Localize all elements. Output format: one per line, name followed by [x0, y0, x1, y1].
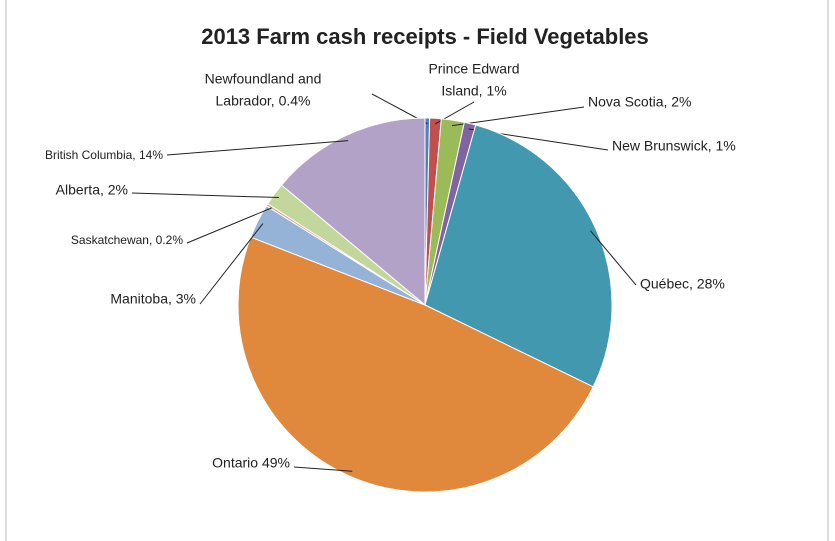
slice-label: Ontario 49%: [212, 455, 290, 471]
leader-line: [166, 140, 349, 156]
pie-slice: [280, 117, 426, 307]
slice-label: Island, 1%: [441, 83, 506, 99]
slice-label: Alberta, 2%: [56, 182, 128, 198]
slice-label: Manitoba, 3%: [110, 291, 196, 307]
leader-line: [131, 192, 279, 199]
pie-slice: [424, 124, 613, 388]
slice-label: Nova Scotia, 2%: [588, 94, 692, 110]
leader-line: [293, 466, 353, 472]
chart-title: 2013 Farm cash receipts - Field Vegetabl…: [201, 24, 649, 49]
slice-label: New Brunswick, 1%: [612, 138, 736, 154]
leader-line: [186, 207, 273, 244]
slice-label: Saskatchewan, 0.2%: [71, 233, 183, 247]
leader-line: [452, 106, 585, 127]
leader-line: [199, 223, 264, 305]
slice-label: Labrador, 0.4%: [216, 93, 311, 109]
slice-label: Newfoundland and: [205, 71, 322, 87]
slice-label: British Columbia, 14%: [45, 148, 163, 162]
leader-line: [590, 230, 637, 286]
slice-label: Québec, 28%: [640, 276, 725, 292]
slice-label: Prince Edward: [428, 61, 519, 77]
pie-slice: [237, 236, 594, 493]
